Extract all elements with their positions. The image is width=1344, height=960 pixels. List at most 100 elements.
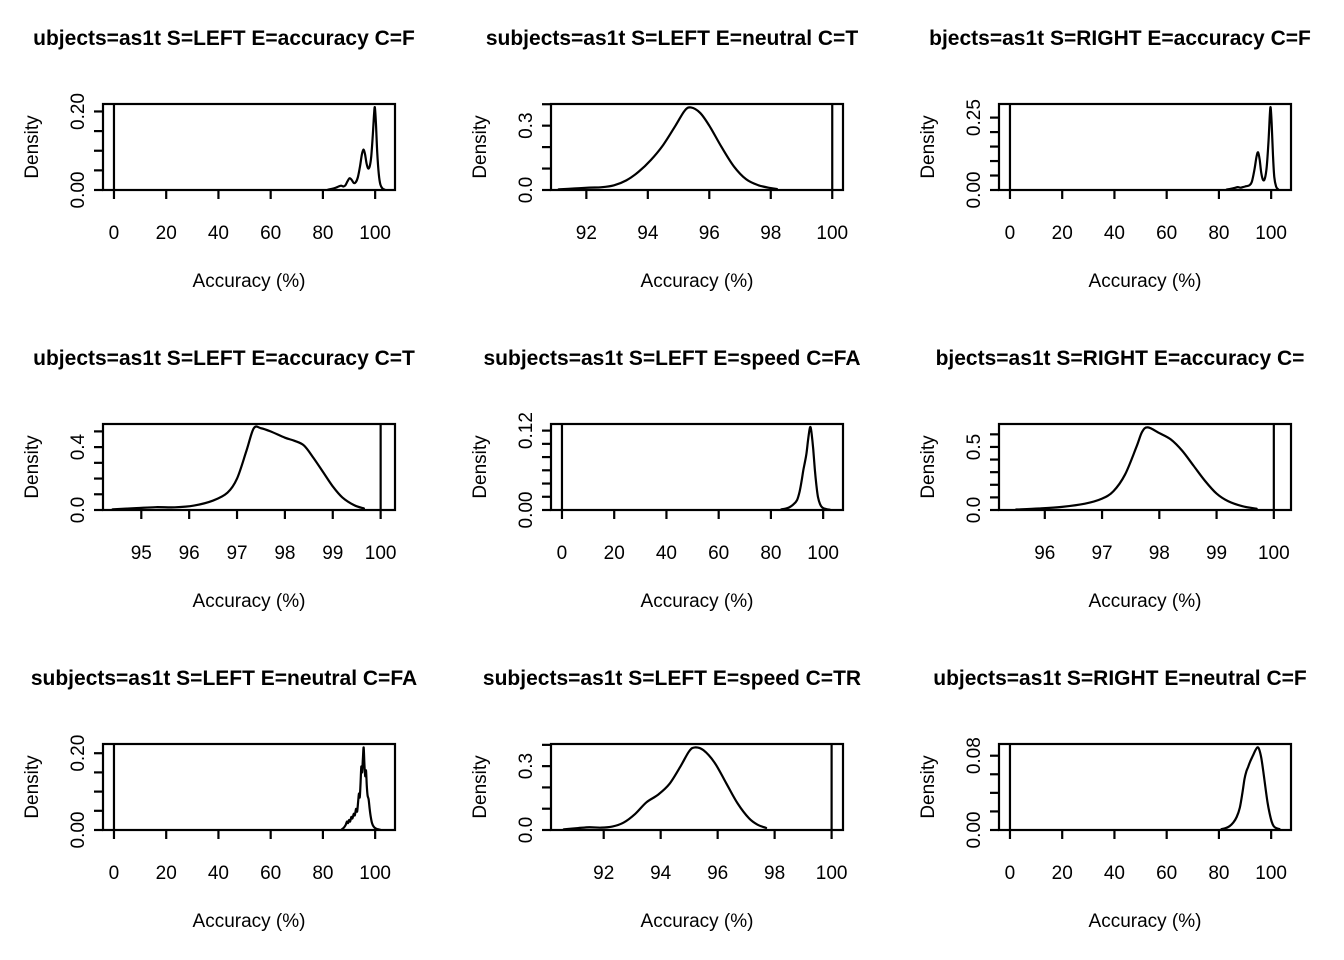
x-tick-label: 100 (807, 543, 839, 564)
y-tick-label: 0.3 (516, 753, 537, 779)
y-tick-label: 0.3 (516, 112, 537, 138)
y-axis-label: Density (470, 755, 491, 819)
y-tick-label: 0.12 (516, 412, 537, 449)
x-tick-label: 96 (707, 863, 728, 884)
x-tick-label: 60 (1156, 223, 1177, 244)
x-tick-label: 80 (312, 223, 333, 244)
plot-title: bjects=as1t S=RIGHT E=accuracy C= (936, 347, 1305, 370)
x-tick-label: 80 (312, 863, 333, 884)
x-tick-label: 0 (1005, 863, 1016, 884)
x-tick-label: 0 (109, 863, 120, 884)
plot-canvas: ubjects=as1t S=RIGHT E=neutral C=F 0 20 40 6… (918, 667, 1307, 932)
x-tick-label: 99 (1206, 543, 1227, 564)
density-plot-pane-5: subjects=as1t S=LEFT E=speed C=FA 0 20 40 60… (448, 320, 896, 640)
plot-title: subjects=as1t S=LEFT E=speed C=FA (484, 347, 861, 370)
density-plot-pane-1: ubjects=as1t S=LEFT E=accuracy C=F 0 20 40 6… (0, 0, 448, 320)
plot-box (549, 422, 845, 512)
x-tick-label: 100 (359, 863, 391, 884)
x-tick-label: 98 (760, 223, 781, 244)
x-tick-label: 20 (1052, 863, 1073, 884)
plot-canvas: ubjects=as1t S=LEFT E=accuracy C=T 95 96 97… (22, 347, 415, 612)
density-curve (1225, 106, 1280, 191)
x-tick-label: 100 (816, 223, 848, 244)
density-plot-pane-2: subjects=as1t S=LEFT E=neutral C=T 92 94 96… (448, 0, 896, 320)
x-tick-label: 100 (1255, 863, 1287, 884)
plot-canvas: bjects=as1t S=RIGHT E=accuracy C= 96 97 98 9… (918, 347, 1305, 612)
y-axis-label: Density (22, 435, 43, 499)
density-curve (327, 106, 386, 191)
plot-canvas: subjects=as1t S=LEFT E=neutral C=FA 0 20 40… (22, 667, 417, 932)
x-tick-label: 96 (699, 223, 720, 244)
y-tick-label: 0.20 (68, 93, 89, 130)
x-tick-label: 95 (131, 543, 152, 564)
x-tick-label: 96 (1034, 543, 1055, 564)
x-tick-label: 96 (179, 543, 200, 564)
plot-canvas: subjects=as1t S=LEFT E=neutral C=T 92 94 96… (470, 27, 858, 292)
x-tick-label: 40 (1104, 223, 1125, 244)
x-tick-label: 98 (764, 863, 785, 884)
y-tick-label: 0.25 (964, 99, 985, 136)
y-tick-label: 0.08 (964, 737, 985, 774)
density-curve (557, 106, 779, 191)
density-curve (111, 425, 365, 511)
x-tick-label: 40 (208, 863, 229, 884)
x-tick-label: 80 (760, 543, 781, 564)
x-tick-label: 100 (365, 543, 397, 564)
x-tick-label: 60 (260, 863, 281, 884)
x-tick-label: 94 (650, 863, 672, 884)
plot-title: bjects=as1t S=RIGHT E=accuracy C=F (929, 27, 1311, 50)
x-tick-label: 97 (1091, 543, 1112, 564)
x-axis-label: Accuracy (%) (1089, 911, 1202, 932)
plot-canvas: bjects=as1t S=RIGHT E=accuracy C=F 0 20 40 6… (918, 27, 1311, 292)
x-tick-label: 98 (1149, 543, 1170, 564)
y-axis-label: Density (918, 435, 939, 499)
plot-canvas: subjects=as1t S=LEFT E=speed C=FA 0 20 40 60… (470, 347, 861, 612)
x-tick-label: 100 (359, 223, 391, 244)
density-plot-pane-9: ubjects=as1t S=RIGHT E=neutral C=F 0 20 40 6… (896, 640, 1344, 960)
plot-box (997, 422, 1293, 512)
x-tick-label: 100 (1258, 543, 1290, 564)
x-tick-label: 97 (226, 543, 247, 564)
x-tick-label: 40 (1104, 863, 1125, 884)
y-tick-label: 0.4 (68, 433, 89, 460)
x-tick-label: 0 (109, 223, 120, 244)
plot-title: subjects=as1t S=LEFT E=neutral C=T (486, 27, 858, 50)
x-tick-label: 94 (637, 223, 659, 244)
density-curve (1220, 746, 1281, 831)
y-tick-label: 0.00 (516, 492, 537, 529)
x-tick-label: 0 (1005, 223, 1016, 244)
plot-title: ubjects=as1t S=LEFT E=accuracy C=T (33, 347, 415, 370)
density-curve (562, 746, 768, 831)
x-tick-label: 99 (322, 543, 343, 564)
x-tick-label: 40 (656, 543, 677, 564)
x-tick-label: 100 (1255, 223, 1287, 244)
y-tick-label: 0.0 (964, 497, 985, 523)
y-axis-label: Density (22, 115, 43, 179)
density-plot-pane-4: ubjects=as1t S=LEFT E=accuracy C=T 95 96 97… (0, 320, 448, 640)
x-axis-label: Accuracy (%) (641, 271, 754, 292)
plot-box (997, 102, 1293, 192)
y-tick-label: 0.20 (68, 735, 89, 772)
x-tick-label: 40 (208, 223, 229, 244)
y-axis-label: Density (918, 115, 939, 179)
plot-canvas: ubjects=as1t S=LEFT E=accuracy C=F 0 20 40 6… (22, 27, 415, 292)
x-tick-label: 0 (557, 543, 568, 564)
y-tick-label: 0.0 (516, 177, 537, 203)
x-tick-label: 20 (604, 543, 625, 564)
x-axis-label: Accuracy (%) (193, 911, 306, 932)
x-tick-label: 92 (576, 223, 597, 244)
y-tick-label: 0.00 (964, 812, 985, 849)
plot-box (997, 742, 1293, 832)
x-tick-label: 98 (274, 543, 295, 564)
plot-box (101, 422, 397, 512)
plot-box (549, 102, 845, 192)
density-curve (340, 746, 381, 831)
x-tick-label: 92 (593, 863, 614, 884)
plot-title: ubjects=as1t S=RIGHT E=neutral C=F (933, 667, 1307, 690)
x-axis-label: Accuracy (%) (641, 591, 754, 612)
x-tick-label: 20 (1052, 223, 1073, 244)
y-axis-label: Density (918, 755, 939, 819)
y-tick-label: 0.5 (964, 434, 985, 460)
x-axis-label: Accuracy (%) (193, 591, 306, 612)
y-axis-label: Density (22, 755, 43, 819)
